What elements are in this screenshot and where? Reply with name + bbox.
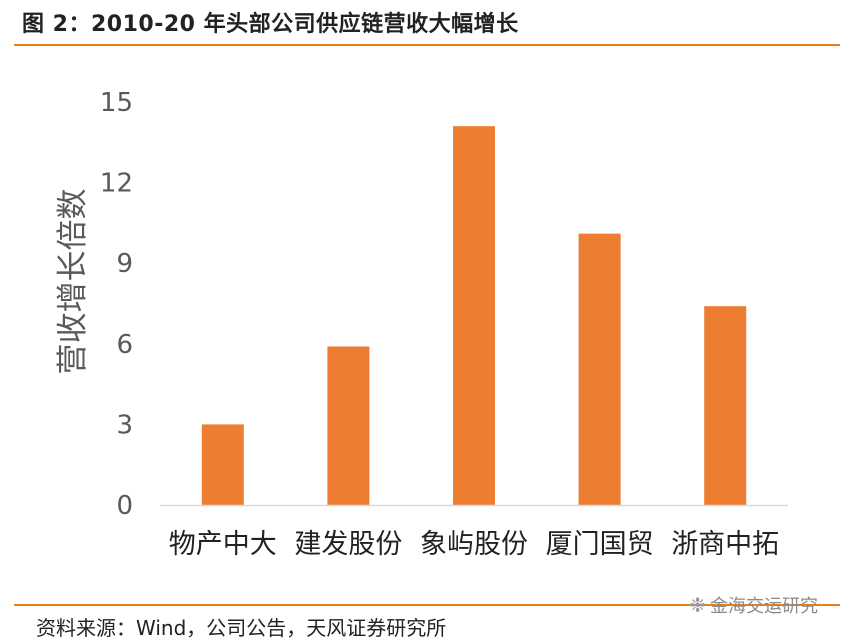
bar-2 — [453, 126, 495, 506]
x-tick-label: 建发股份 — [294, 529, 402, 560]
wechat-icon: ❉ — [689, 593, 706, 617]
bar-3 — [578, 233, 621, 505]
y-axis-label: 营收增长倍数 — [55, 189, 91, 375]
x-tick-label: 物产中大 — [169, 529, 277, 560]
x-tick-label: 象屿股份 — [420, 529, 528, 560]
figure-title: 图 2：2010-20 年头部公司供应链营收大幅增长 — [22, 12, 519, 37]
y-tick-label: 9 — [116, 249, 133, 279]
x-tick-label: 浙商中拓 — [671, 529, 779, 560]
footer-divider — [14, 604, 840, 606]
watermark: ❉ 金海交运研究 — [689, 592, 818, 618]
bar-chart: 0 3 6 9 12 15 物产中大 建发股份 象屿股份 厦门国贸 浙商中拓 营收增长倍数 — [55, 88, 788, 560]
x-tick-label: 厦门国贸 — [546, 529, 654, 560]
bar-1 — [327, 346, 370, 505]
y-tick-label: 12 — [100, 169, 133, 199]
y-tick-label: 3 — [116, 410, 133, 440]
y-tick-label: 0 — [116, 491, 133, 521]
bars — [201, 126, 747, 506]
source-note: 资料来源：Wind，公司公告，天风证券研究所 — [36, 616, 447, 640]
x-axis-ticks: 物产中大 建发股份 象屿股份 厦门国贸 浙商中拓 — [169, 529, 779, 560]
title-divider — [14, 44, 840, 46]
watermark-text: 金海交运研究 — [710, 596, 818, 617]
bar-4 — [704, 306, 747, 505]
y-axis-ticks: 0 3 6 9 12 15 — [100, 88, 133, 521]
y-tick-label: 15 — [100, 88, 133, 118]
bar-0 — [201, 424, 244, 505]
y-tick-label: 6 — [116, 330, 133, 360]
